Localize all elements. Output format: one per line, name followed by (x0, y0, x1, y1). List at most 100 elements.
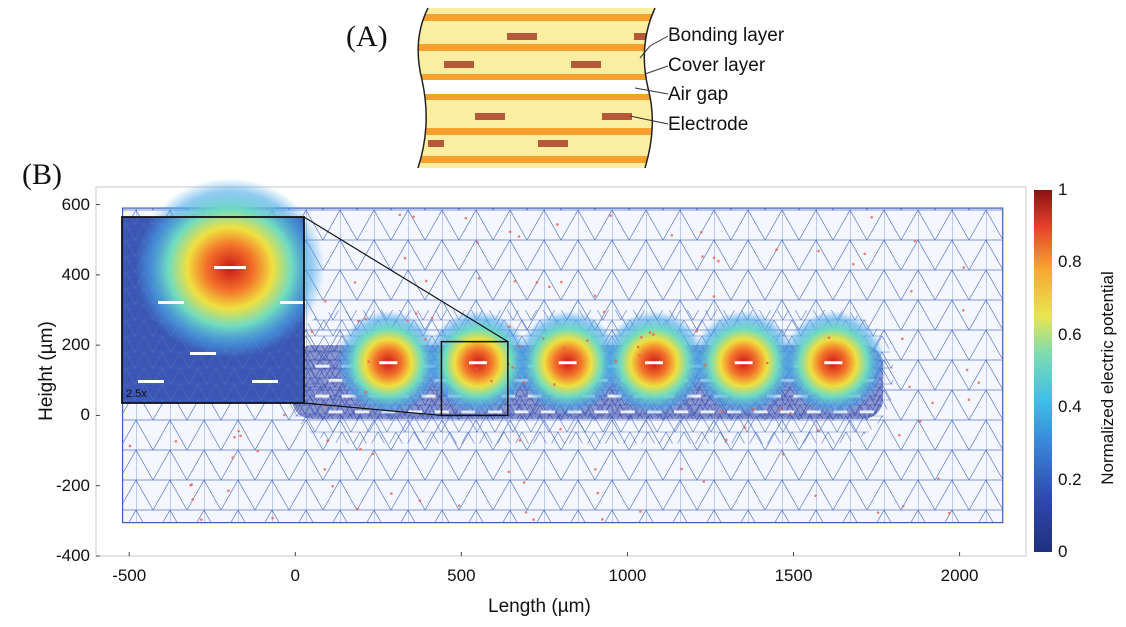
cover-layer-band (418, 74, 655, 80)
mesh-node (424, 337, 427, 341)
mesh-node (271, 516, 274, 520)
mesh-node (174, 440, 178, 443)
electrode-mark (328, 410, 343, 414)
mesh-node (937, 477, 940, 481)
zoom-inset-electrode (252, 380, 278, 383)
mesh-node (931, 401, 934, 405)
mesh-node (560, 280, 563, 284)
electrode-mark (780, 410, 795, 414)
mesh-node (231, 456, 234, 459)
zoom-inset-electrode (158, 301, 184, 304)
mesh-node (779, 408, 782, 411)
mesh-node (712, 256, 716, 260)
mesh-node (593, 294, 597, 298)
active-electrode-1 (379, 361, 398, 365)
zoom-inset-electrode (190, 352, 216, 355)
mesh-node (876, 511, 880, 514)
mesh-node (852, 262, 855, 266)
mesh-node (552, 383, 556, 386)
mesh-node (490, 379, 493, 383)
mesh-node (556, 223, 559, 226)
y-axis-title: Height (µm) (36, 321, 57, 421)
mesh-node (816, 429, 820, 433)
mesh-node (323, 468, 327, 471)
colorbar-tick-label: 0 (1058, 542, 1068, 561)
zoom-inset-electrode (280, 301, 306, 304)
mesh-node (239, 434, 242, 438)
electrode-mark (806, 410, 821, 414)
electrode-mark (687, 394, 702, 398)
electrode-mark (753, 410, 768, 414)
mesh-node (814, 494, 817, 498)
x-tick-label: -500 (112, 566, 147, 585)
mesh-node (390, 492, 393, 495)
colorbar-title: Normalized electric potential (1098, 271, 1117, 485)
electrode-mark (700, 410, 715, 414)
panel-a-label: (A) (346, 20, 388, 53)
mesh-node (614, 360, 618, 363)
layer-stack (418, 8, 655, 168)
colorbar-tick-label: 0.8 (1058, 252, 1082, 272)
mesh-node (191, 498, 194, 501)
zoom-region-box (440, 340, 509, 417)
mesh-node (418, 499, 422, 502)
mesh-node (601, 518, 604, 521)
colorbar-tick-label: 0.4 (1058, 397, 1082, 417)
mesh-node (283, 413, 286, 417)
mesh-node (542, 337, 545, 340)
mesh-node (680, 467, 683, 471)
mesh-node (559, 427, 562, 431)
mesh-node (513, 279, 517, 283)
mesh-node (640, 336, 643, 339)
active-electrode-6 (824, 361, 843, 365)
mesh-node (517, 344, 521, 348)
electrode-mark (487, 410, 502, 414)
mesh-node (636, 345, 640, 349)
air-gap-band (418, 80, 655, 94)
mesh-node (947, 511, 951, 515)
mesh-node (532, 518, 535, 521)
y-tick-label: 600 (61, 194, 90, 214)
mesh-node (256, 449, 260, 453)
zoom-inset-electrode (138, 380, 164, 383)
mesh-node (310, 330, 314, 334)
mesh-node (326, 439, 329, 443)
x-tick-label: 0 (290, 566, 301, 585)
mesh-node (398, 213, 402, 217)
electrode-mark (315, 394, 330, 398)
mesh-node (522, 481, 526, 484)
mesh-node (701, 255, 704, 258)
mesh-node (227, 489, 230, 493)
y-tick-label: 0 (80, 405, 90, 425)
electrodes (428, 33, 654, 147)
y-tick-label: -400 (55, 546, 90, 565)
electrode-mark (408, 410, 423, 414)
x-tick-label: 500 (447, 566, 476, 585)
active-electrode-5 (734, 361, 753, 365)
mesh-node (511, 366, 514, 369)
mesh-node (522, 380, 526, 384)
mesh-node (233, 435, 236, 439)
electrode-mark (315, 364, 330, 368)
mesh-node (901, 337, 904, 341)
panel-b-label: (B) (22, 158, 62, 191)
mesh-node (638, 354, 641, 357)
mesh-node (563, 346, 566, 350)
mesh-node (508, 230, 512, 234)
mesh-node (639, 510, 642, 513)
mesh-node (703, 363, 707, 367)
electrode-mark (541, 410, 556, 414)
electrode-callout: Electrode (668, 114, 749, 135)
mesh-node (775, 248, 778, 251)
bonding-layer-band (418, 14, 655, 21)
colorbar (1034, 190, 1052, 552)
electrode-mark (673, 410, 688, 414)
mesh-node (518, 439, 522, 442)
mesh-node (781, 452, 785, 456)
plot-frame (95, 186, 1027, 557)
mesh-node (524, 510, 528, 514)
mesh-node (424, 279, 428, 283)
mesh-node (724, 438, 728, 442)
bonding-layer-callout: Bonding layer (668, 25, 785, 46)
electrode-mark (421, 394, 436, 398)
